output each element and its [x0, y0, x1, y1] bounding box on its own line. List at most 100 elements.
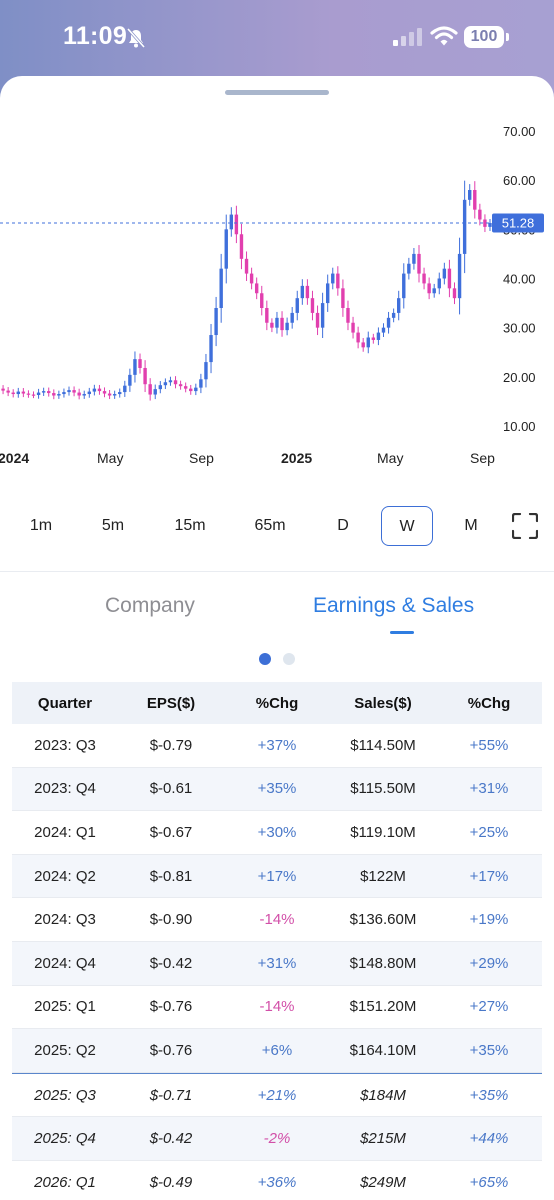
page-indicator-dot[interactable]: [283, 653, 295, 665]
cell-sales: $136.60M: [349, 911, 417, 929]
table-row: 2025: Q3 $-0.71 +21% $184M +35%: [12, 1072, 542, 1118]
cell-sales-chg: +35%: [469, 1086, 509, 1104]
cell-eps: $-0.76: [149, 1041, 193, 1059]
cell-eps-chg: +17%: [257, 867, 297, 885]
candle: [260, 285, 264, 316]
candle: [346, 300, 350, 331]
candle: [77, 388, 81, 400]
candle: [41, 387, 46, 396]
cell-sales: $215M: [360, 1130, 406, 1148]
cell-sales: $164.10M: [349, 1041, 417, 1059]
candle: [300, 279, 305, 305]
candle: [468, 184, 472, 206]
cell-eps: $-0.76: [149, 998, 193, 1016]
candles-layer: [1, 180, 492, 401]
price-axis-label: 10.00: [503, 419, 536, 434]
table-row: 2023: Q3 $-0.79 +37% $114.50M +55%: [12, 724, 542, 768]
table-row: 2024: Q3 $-0.90 -14% $136.60M +19%: [12, 898, 542, 942]
cell-eps-chg: +21%: [257, 1086, 297, 1104]
candle: [199, 373, 203, 394]
header-sales-chg: %Chg: [467, 694, 511, 712]
cell-quarter: 2025: Q1: [34, 998, 96, 1016]
cell-eps: $-0.67: [149, 823, 193, 841]
candle: [295, 290, 299, 321]
candle: [315, 305, 320, 336]
candle: [11, 389, 15, 398]
candle: [209, 323, 213, 374]
cell-quarter: 2024: Q2: [34, 867, 96, 885]
candle: [336, 266, 340, 296]
candle: [432, 283, 436, 298]
current-price-tag: [492, 213, 544, 233]
timeframe-5m[interactable]: 5m: [101, 517, 125, 534]
timeframe-1m[interactable]: 1m: [29, 517, 53, 534]
cell-sales: $249M: [360, 1173, 406, 1191]
candle: [325, 274, 330, 312]
cell-eps-chg: +35%: [257, 780, 297, 798]
cell-sales-chg: +31%: [469, 780, 509, 798]
timeframe-m[interactable]: M: [464, 517, 478, 534]
fullscreen-icon[interactable]: [512, 513, 538, 539]
candle: [178, 380, 183, 390]
candle: [224, 214, 228, 284]
cell-eps: $-0.90: [149, 911, 193, 929]
candle: [427, 277, 431, 300]
candle: [381, 323, 386, 338]
candle: [92, 384, 97, 396]
candle: [391, 308, 396, 323]
candle: [457, 237, 462, 315]
cell-sales-chg: +55%: [469, 736, 509, 754]
timeframe-w[interactable]: W: [381, 506, 433, 546]
candle: [442, 262, 447, 285]
table-row: 2024: Q4 $-0.42 +31% $148.80M +29%: [12, 941, 542, 986]
candle: [402, 263, 406, 309]
tab-company[interactable]: Company: [105, 594, 195, 617]
cell-quarter: 2024: Q1: [34, 823, 96, 841]
header-eps-chg: %Chg: [255, 694, 299, 712]
candle: [437, 272, 441, 295]
cell-sales-chg: +65%: [469, 1173, 509, 1191]
sheet-grabber[interactable]: [225, 90, 329, 95]
wifi-icon: [430, 26, 458, 46]
page-indicator-dot-active[interactable]: [259, 653, 271, 665]
cell-sales: $148.80M: [349, 954, 417, 972]
candle: [128, 368, 132, 392]
battery-tip: [506, 33, 509, 41]
tab-earnings-sales[interactable]: Earnings & Sales: [313, 594, 475, 617]
timeframe-d[interactable]: D: [337, 517, 349, 534]
candle: [452, 282, 457, 305]
candle: [270, 318, 274, 333]
candle: [57, 390, 61, 399]
candle: [189, 384, 193, 395]
candle: [473, 181, 477, 219]
candle: [478, 203, 482, 226]
time-axis-label: May: [377, 450, 403, 466]
candle: [112, 390, 117, 399]
candle: [214, 296, 218, 347]
candle: [285, 317, 289, 336]
table-row: 2023: Q4 $-0.61 +35% $115.50M +31%: [12, 767, 542, 812]
timeframe-65m[interactable]: 65m: [254, 517, 286, 534]
candle: [102, 387, 107, 398]
candle: [87, 387, 91, 398]
status-time: 11:09: [63, 22, 128, 50]
price-axis-label: 30.00: [503, 321, 536, 336]
candle: [52, 389, 56, 400]
table-row: 2024: Q2 $-0.81 +17% $122M +17%: [12, 854, 542, 899]
candle: [366, 331, 370, 354]
section-divider: [0, 571, 554, 572]
candle: [280, 311, 284, 337]
candle: [219, 253, 223, 323]
cell-eps: $-0.71: [149, 1086, 193, 1104]
timeframe-15m[interactable]: 15m: [174, 517, 206, 534]
table-header: Quarter EPS($) %Chg Sales($) %Chg: [12, 682, 542, 724]
candle: [290, 307, 294, 329]
candle: [361, 337, 365, 352]
cell-eps-chg: -14%: [259, 911, 295, 929]
cell-sales-chg: +25%: [469, 823, 509, 841]
cell-sales: $184M: [360, 1086, 406, 1104]
candle: [168, 376, 173, 386]
cell-sales: $115.50M: [350, 780, 416, 798]
